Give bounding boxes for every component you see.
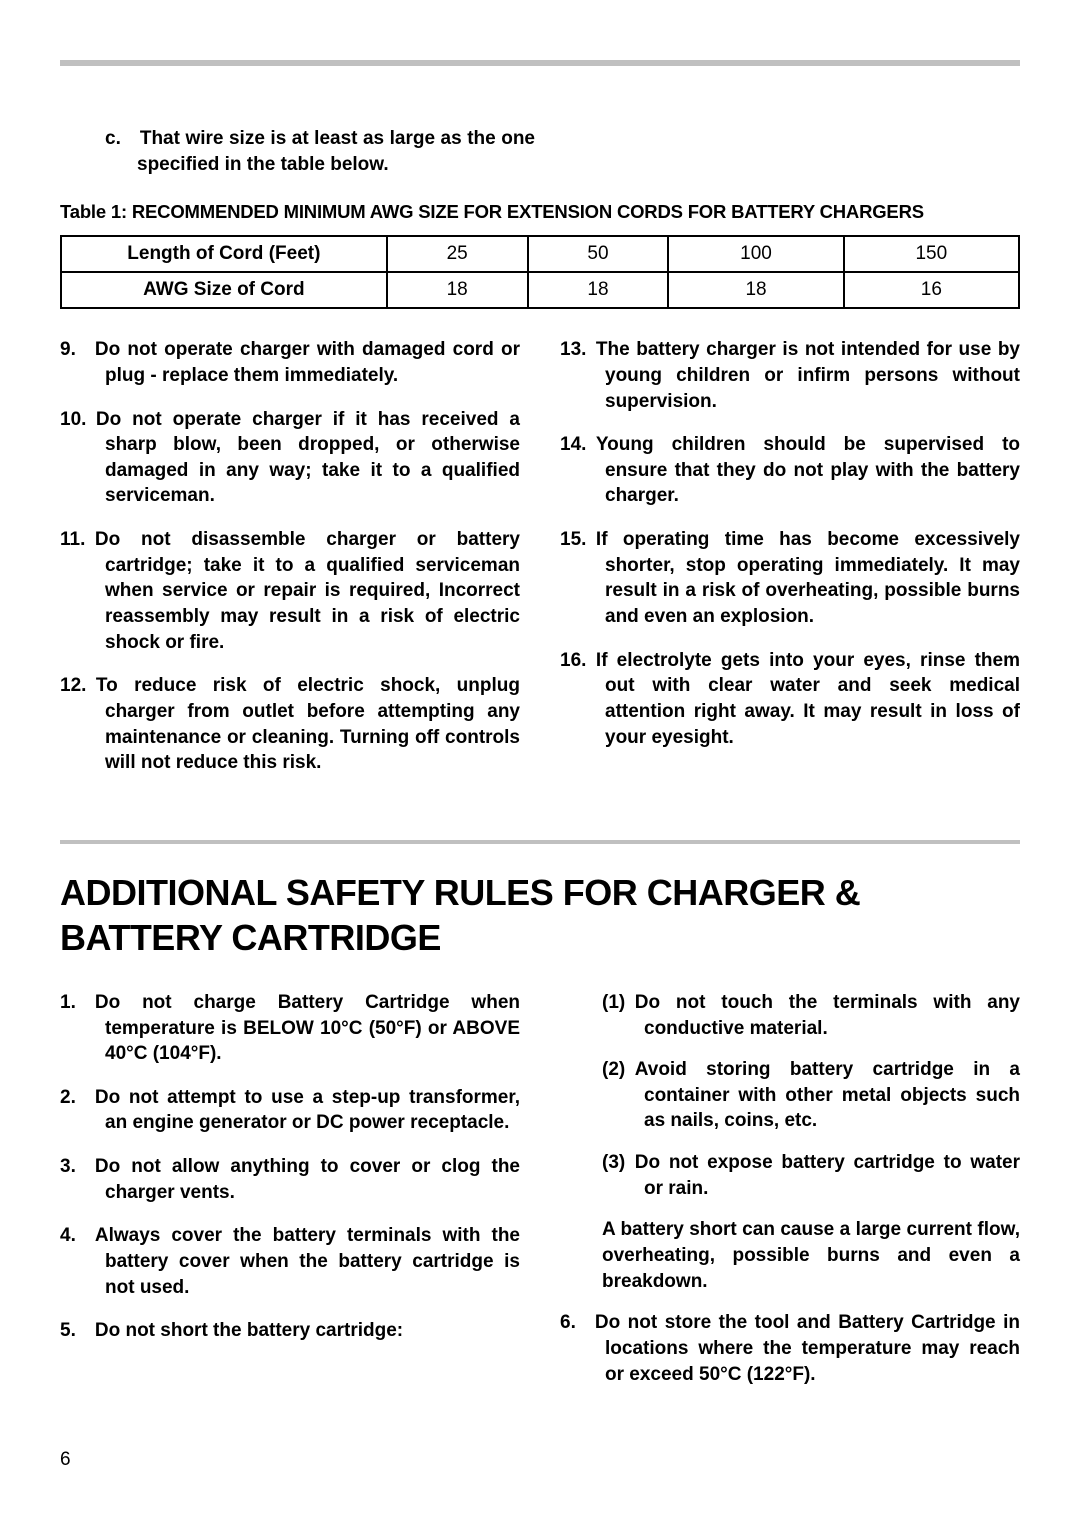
table-row: AWG Size of Cord 18 18 18 16 (61, 272, 1019, 308)
table-cell: 25 (387, 236, 528, 272)
continuation-paragraph: A battery short can cause a large curren… (602, 1217, 1020, 1294)
bottom-col-left: 1. Do not charge Battery Cartridge when … (60, 990, 520, 1405)
list-item: 9. Do not operate charger with damaged c… (60, 337, 520, 388)
list-item: 2. Do not attempt to use a step-up trans… (60, 1085, 520, 1136)
list-item: 14. Young children should be supervised … (560, 432, 1020, 509)
top-columns: 9. Do not operate charger with damaged c… (60, 337, 1020, 794)
row-label: Length of Cord (Feet) (61, 236, 387, 272)
top-rule (60, 60, 1020, 66)
list-item: 6. Do not store the tool and Battery Car… (560, 1310, 1020, 1387)
list-item-inner: (3) Do not expose battery cartridge to w… (602, 1150, 1020, 1201)
list-item-inner: (2) Avoid storing battery cartridge in a… (602, 1057, 1020, 1134)
list-item: 10. Do not operate charger if it has rec… (60, 407, 520, 510)
section-heading: ADDITIONAL SAFETY RULES FOR CHARGER & BA… (60, 870, 1020, 960)
list-item: 16. If electrolyte gets into your eyes, … (560, 648, 1020, 751)
table-row: Length of Cord (Feet) 25 50 100 150 (61, 236, 1019, 272)
sub-item-c: c. That wire size is at least as large a… (105, 126, 535, 177)
list-item: 4. Always cover the battery terminals wi… (60, 1223, 520, 1300)
table-cell: 16 (844, 272, 1019, 308)
list-item: 15. If operating time has become excessi… (560, 527, 1020, 630)
table-cell: 100 (668, 236, 843, 272)
list-item: 5. Do not short the battery cartridge: (60, 1318, 520, 1344)
list-item: 3. Do not allow anything to cover or clo… (60, 1154, 520, 1205)
list-item-inner: (1) Do not touch the terminals with any … (602, 990, 1020, 1041)
table-cell: 150 (844, 236, 1019, 272)
section-rule (60, 840, 1020, 844)
table-cell: 18 (668, 272, 843, 308)
list-item: 13. The battery charger is not intended … (560, 337, 1020, 414)
table-cell: 18 (528, 272, 669, 308)
table-cell: 18 (387, 272, 528, 308)
awg-table: Length of Cord (Feet) 25 50 100 150 AWG … (60, 235, 1020, 309)
table-cell: 50 (528, 236, 669, 272)
list-item: 12. To reduce risk of electric shock, un… (60, 673, 520, 776)
row-label: AWG Size of Cord (61, 272, 387, 308)
table-caption: Table 1: RECOMMENDED MINIMUM AWG SIZE FO… (60, 201, 1020, 223)
list-item: 1. Do not charge Battery Cartridge when … (60, 990, 520, 1067)
bottom-col-right: (1) Do not touch the terminals with any … (560, 990, 1020, 1405)
list-item: 11. Do not disassemble charger or batter… (60, 527, 520, 655)
page-number: 6 (60, 1449, 71, 1471)
bottom-columns: 1. Do not charge Battery Cartridge when … (60, 990, 1020, 1405)
top-col-right: 13. The battery charger is not intended … (560, 337, 1020, 794)
top-col-left: 9. Do not operate charger with damaged c… (60, 337, 520, 794)
